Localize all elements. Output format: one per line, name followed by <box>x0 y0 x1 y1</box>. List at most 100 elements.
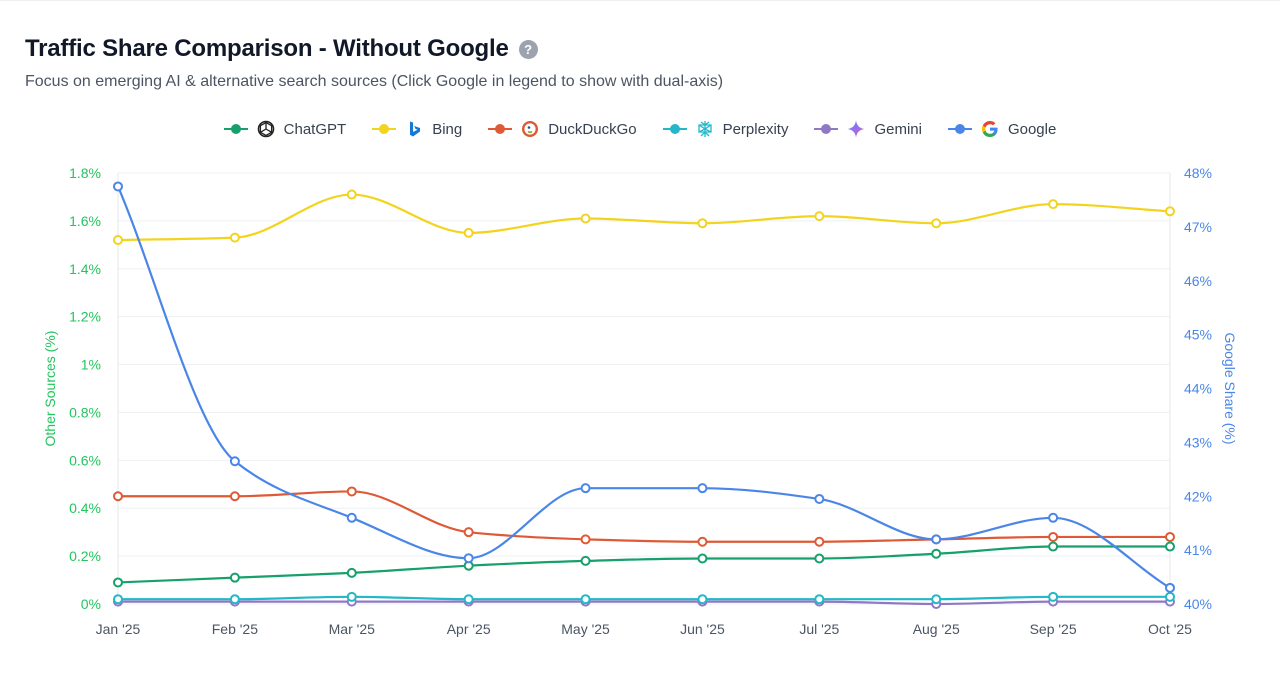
y2-tick-label: 44% <box>1184 381 1212 397</box>
y2-tick-label: 46% <box>1184 273 1212 289</box>
data-point-bing[interactable] <box>697 218 708 229</box>
data-point-chatgpt[interactable] <box>346 567 357 578</box>
duckduckgo-icon <box>522 121 539 137</box>
data-point-bing[interactable] <box>814 211 825 222</box>
data-point-bing[interactable] <box>463 227 474 238</box>
data-point-bing[interactable] <box>580 213 591 224</box>
title-row: Traffic Share Comparison - Without Googl… <box>25 35 538 63</box>
data-point-google[interactable] <box>1165 582 1175 593</box>
data-point-chatgpt[interactable] <box>1048 541 1059 552</box>
data-point-perplexity[interactable] <box>1165 591 1175 602</box>
x-tick-label: Aug '25 <box>913 621 960 637</box>
y-tick-label: 1.2% <box>69 309 101 325</box>
data-point-perplexity[interactable] <box>1048 591 1059 602</box>
data-point-chatgpt[interactable] <box>580 555 591 566</box>
y2-axis-title: Google Share (%) <box>1222 332 1238 444</box>
y2-tick-label: 42% <box>1184 488 1212 504</box>
legend-label: Perplexity <box>722 120 789 138</box>
data-point-google[interactable] <box>697 483 708 494</box>
y-tick-label: 1% <box>81 357 101 373</box>
data-point-duckduckgo[interactable] <box>1165 531 1175 542</box>
gemini-icon <box>847 120 865 138</box>
legend-item-perplexity[interactable]: Perplexity <box>662 119 789 139</box>
data-point-perplexity[interactable] <box>229 594 240 605</box>
y2-tick-label: 40% <box>1184 596 1212 612</box>
data-point-perplexity[interactable] <box>346 591 357 602</box>
y-tick-label: 1.8% <box>69 165 101 181</box>
google-icon <box>981 120 998 138</box>
data-point-bing[interactable] <box>1165 206 1175 217</box>
x-tick-label: Oct '25 <box>1148 621 1192 637</box>
y-tick-label: 0.4% <box>69 500 101 516</box>
y-tick-label: 0.6% <box>69 452 101 468</box>
y-tick-label: 1.6% <box>69 213 101 229</box>
data-point-bing[interactable] <box>931 218 942 229</box>
legend-swatch <box>488 123 513 135</box>
data-point-duckduckgo[interactable] <box>346 486 357 497</box>
data-point-duckduckgo[interactable] <box>463 527 474 538</box>
legend-label: DuckDuckGo <box>548 120 637 138</box>
data-point-chatgpt[interactable] <box>814 553 825 564</box>
data-point-duckduckgo[interactable] <box>814 536 825 547</box>
x-tick-label: Sep '25 <box>1030 621 1077 637</box>
data-point-google[interactable] <box>113 181 123 192</box>
data-point-bing[interactable] <box>346 189 357 200</box>
series-line-duckduckgo <box>118 490 1170 543</box>
y2-tick-label: 47% <box>1184 219 1212 235</box>
data-point-duckduckgo[interactable] <box>697 536 708 547</box>
legend-item-google[interactable]: Google <box>947 119 1056 139</box>
legend-item-gemini[interactable]: Gemini <box>814 119 922 139</box>
data-point-perplexity[interactable] <box>580 594 591 605</box>
bing-icon <box>410 121 421 137</box>
data-point-bing[interactable] <box>229 232 240 243</box>
data-point-bing[interactable] <box>113 235 123 246</box>
data-point-google[interactable] <box>580 483 591 494</box>
data-point-chatgpt[interactable] <box>931 548 942 559</box>
chart-title: Traffic Share Comparison - Without Googl… <box>25 35 509 62</box>
data-point-chatgpt[interactable] <box>229 572 240 583</box>
data-point-perplexity[interactable] <box>463 594 474 605</box>
y2-tick-label: 45% <box>1184 327 1212 343</box>
data-point-perplexity[interactable] <box>931 594 942 605</box>
perplexity-icon <box>697 121 712 137</box>
legend-item-duckduckgo[interactable]: DuckDuckGo <box>488 119 637 139</box>
legend-item-chatgpt[interactable]: ChatGPT <box>223 119 346 139</box>
data-point-perplexity[interactable] <box>814 594 825 605</box>
data-point-duckduckgo[interactable] <box>1048 531 1059 542</box>
series-line-gemini <box>118 600 1170 606</box>
data-point-chatgpt[interactable] <box>113 577 123 588</box>
line-chart: 0% 0.2% 0.4% 0.6% 0.8% 1% 1.2% 1.4% 1.6% 1.8% 40% 4… <box>42 165 1238 637</box>
x-tick-label: Jun '25 <box>680 621 725 637</box>
data-point-perplexity[interactable] <box>113 594 123 605</box>
series-line-chatgpt <box>117 545 1170 584</box>
x-tick-label: Jul '25 <box>799 621 839 637</box>
chart-subtitle: Focus on emerging AI & alternative searc… <box>25 73 724 90</box>
data-point-perplexity[interactable] <box>697 594 708 605</box>
y2-tick-label: 48% <box>1184 165 1212 181</box>
legend-label: Bing <box>432 120 463 138</box>
help-icon[interactable]: ? <box>518 39 538 59</box>
y-axis-title: Other Sources (%) <box>42 331 58 447</box>
data-point-chatgpt[interactable] <box>1165 541 1175 552</box>
legend-item-bing[interactable]: Bing <box>372 119 462 139</box>
data-point-google[interactable] <box>463 553 474 564</box>
data-point-google[interactable] <box>1048 512 1059 523</box>
legend-swatch <box>814 123 839 135</box>
y2-tick-label: 41% <box>1184 542 1212 558</box>
data-point-chatgpt[interactable] <box>697 553 708 564</box>
data-point-google[interactable] <box>229 456 240 467</box>
legend-swatch <box>662 123 687 135</box>
data-point-duckduckgo[interactable] <box>580 534 591 545</box>
data-point-duckduckgo[interactable] <box>229 491 240 502</box>
data-point-google[interactable] <box>814 493 825 504</box>
data-point-duckduckgo[interactable] <box>113 491 123 502</box>
x-tick-label: Mar '25 <box>329 621 375 637</box>
series-line-bing <box>117 193 1171 242</box>
data-point-google[interactable] <box>931 534 942 545</box>
chatgpt-icon <box>257 120 274 138</box>
y-tick-label: 0.8% <box>69 404 101 420</box>
x-tick-label: May '25 <box>561 621 610 637</box>
data-point-bing[interactable] <box>1048 199 1059 210</box>
data-point-google[interactable] <box>346 512 357 523</box>
